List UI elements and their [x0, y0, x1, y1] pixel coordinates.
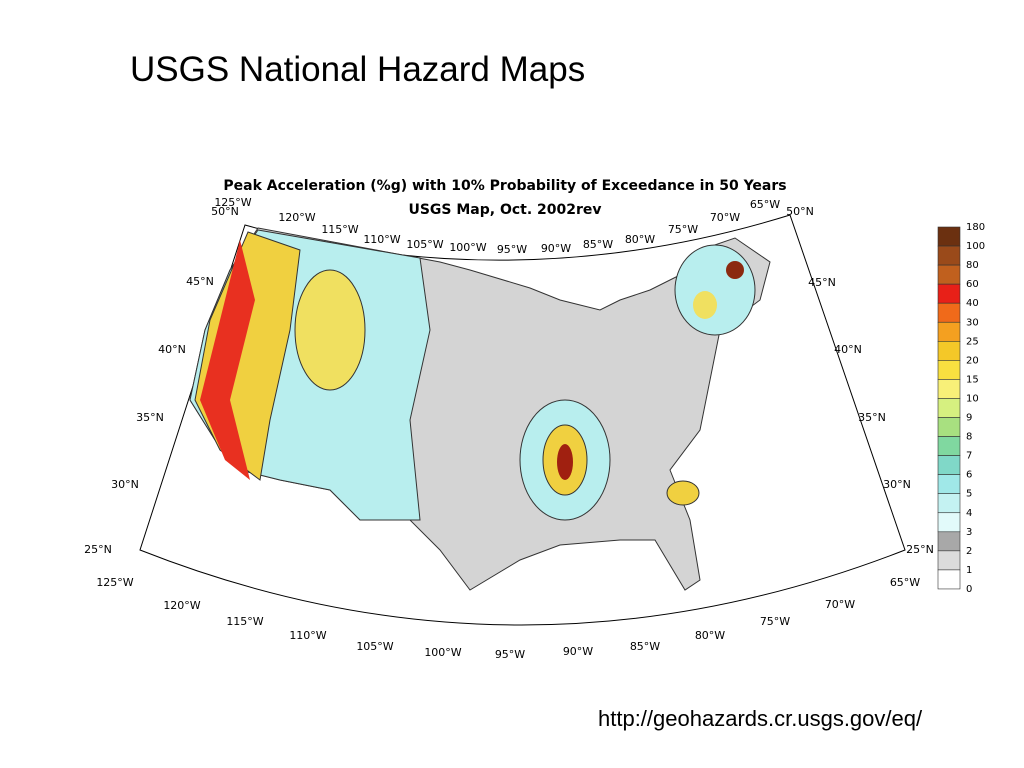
charlevoix-core	[726, 261, 744, 279]
longitude-label: 65°W	[750, 198, 780, 211]
legend-label: 20	[966, 355, 979, 366]
legend-label: 6	[966, 470, 972, 481]
new-madrid-core	[557, 444, 573, 480]
longitude-label: 75°W	[668, 223, 698, 236]
longitude-label: 95°W	[495, 648, 525, 661]
legend-swatch	[937, 379, 961, 399]
legend-label: 9	[966, 413, 972, 424]
longitude-label: 125°W	[96, 576, 133, 589]
legend-swatch	[937, 550, 961, 571]
legend-label: 10	[966, 393, 979, 404]
legend-swatch	[937, 360, 961, 380]
adirondack-zone	[693, 291, 717, 319]
longitude-label: 80°W	[695, 629, 725, 642]
legend-swatch	[937, 531, 961, 552]
wasatch-zone	[294, 269, 366, 391]
legend-swatch	[937, 417, 961, 437]
longitude-label: 70°W	[825, 598, 855, 611]
legend-label: 25	[966, 336, 979, 347]
longitude-label: 115°W	[226, 615, 263, 628]
map-title: Peak Acceleration (%g) with 10% Probabil…	[223, 178, 786, 194]
longitude-label: 70°W	[710, 211, 740, 224]
latitude-label: 30°N	[883, 478, 911, 491]
legend-label: 80	[966, 260, 979, 271]
legend-swatch	[937, 569, 961, 590]
legend-swatch	[937, 245, 961, 266]
longitude-label: 85°W	[583, 238, 613, 251]
latitude-label: 35°N	[858, 411, 886, 424]
slide-title: USGS National Hazard Maps	[130, 50, 586, 89]
longitude-label: 105°W	[356, 640, 393, 653]
legend-label: 180	[966, 222, 985, 233]
latitude-label: 45°N	[186, 275, 214, 288]
legend-label: 4	[966, 508, 972, 519]
legend-label: 40	[966, 298, 979, 309]
fault-zone	[200, 240, 255, 480]
northeast-zone	[674, 244, 756, 336]
longitude-label: 95°W	[497, 243, 527, 256]
longitude-label: 80°W	[625, 233, 655, 246]
longitude-label: 75°W	[760, 615, 790, 628]
latitude-label: 50°N	[786, 205, 814, 218]
legend-label: 8	[966, 432, 972, 443]
legend-label: 7	[966, 451, 972, 462]
legend-swatch	[937, 512, 961, 533]
legend-label: 2	[966, 546, 972, 557]
legend-swatch	[937, 283, 961, 304]
latitude-label: 25°N	[906, 543, 934, 556]
legend-label: 15	[966, 374, 979, 385]
legend-swatch	[937, 302, 961, 323]
legend-swatch	[937, 226, 961, 247]
longitude-label: 90°W	[541, 242, 571, 255]
latitude-label: 35°N	[136, 411, 164, 424]
legend-label: 5	[966, 489, 972, 500]
legend-label: 3	[966, 527, 972, 538]
map-subtitle: USGS Map, Oct. 2002rev	[408, 202, 601, 218]
legend-label: 1	[966, 565, 972, 576]
latitude-label: 30°N	[111, 478, 139, 491]
latitude-label: 45°N	[808, 276, 836, 289]
charleston-zone	[666, 480, 700, 506]
longitude-label: 100°W	[424, 646, 461, 659]
legend-label: 0	[966, 584, 972, 595]
latitude-label: 40°N	[834, 343, 862, 356]
legend-swatch	[937, 436, 961, 456]
legend-swatch	[937, 398, 961, 418]
longitude-label: 100°W	[449, 241, 486, 254]
longitude-label: 105°W	[406, 238, 443, 251]
legend-swatch	[937, 321, 961, 342]
legend-swatch	[937, 474, 961, 494]
legend-swatch	[937, 264, 961, 285]
legend-label: 100	[966, 241, 985, 252]
longitude-label: 110°W	[363, 233, 400, 246]
longitude-label: 110°W	[289, 629, 326, 642]
latitude-label: 25°N	[84, 543, 112, 556]
legend-swatch	[937, 493, 961, 514]
legend-swatch	[937, 340, 961, 361]
source-url: http://geohazards.cr.usgs.gov/eq/	[598, 706, 923, 731]
latitude-label: 50°N	[211, 205, 239, 218]
longitude-label: 115°W	[321, 223, 358, 236]
legend-label: 60	[966, 279, 979, 290]
longitude-label: 90°W	[563, 645, 593, 658]
longitude-label: 120°W	[163, 599, 200, 612]
legend-label: 30	[966, 317, 979, 328]
longitude-label: 125°W	[214, 196, 251, 209]
longitude-label: 85°W	[630, 640, 660, 653]
latitude-label: 40°N	[158, 343, 186, 356]
longitude-label: 65°W	[890, 576, 920, 589]
legend-swatch	[937, 455, 961, 475]
longitude-label: 120°W	[278, 211, 315, 224]
